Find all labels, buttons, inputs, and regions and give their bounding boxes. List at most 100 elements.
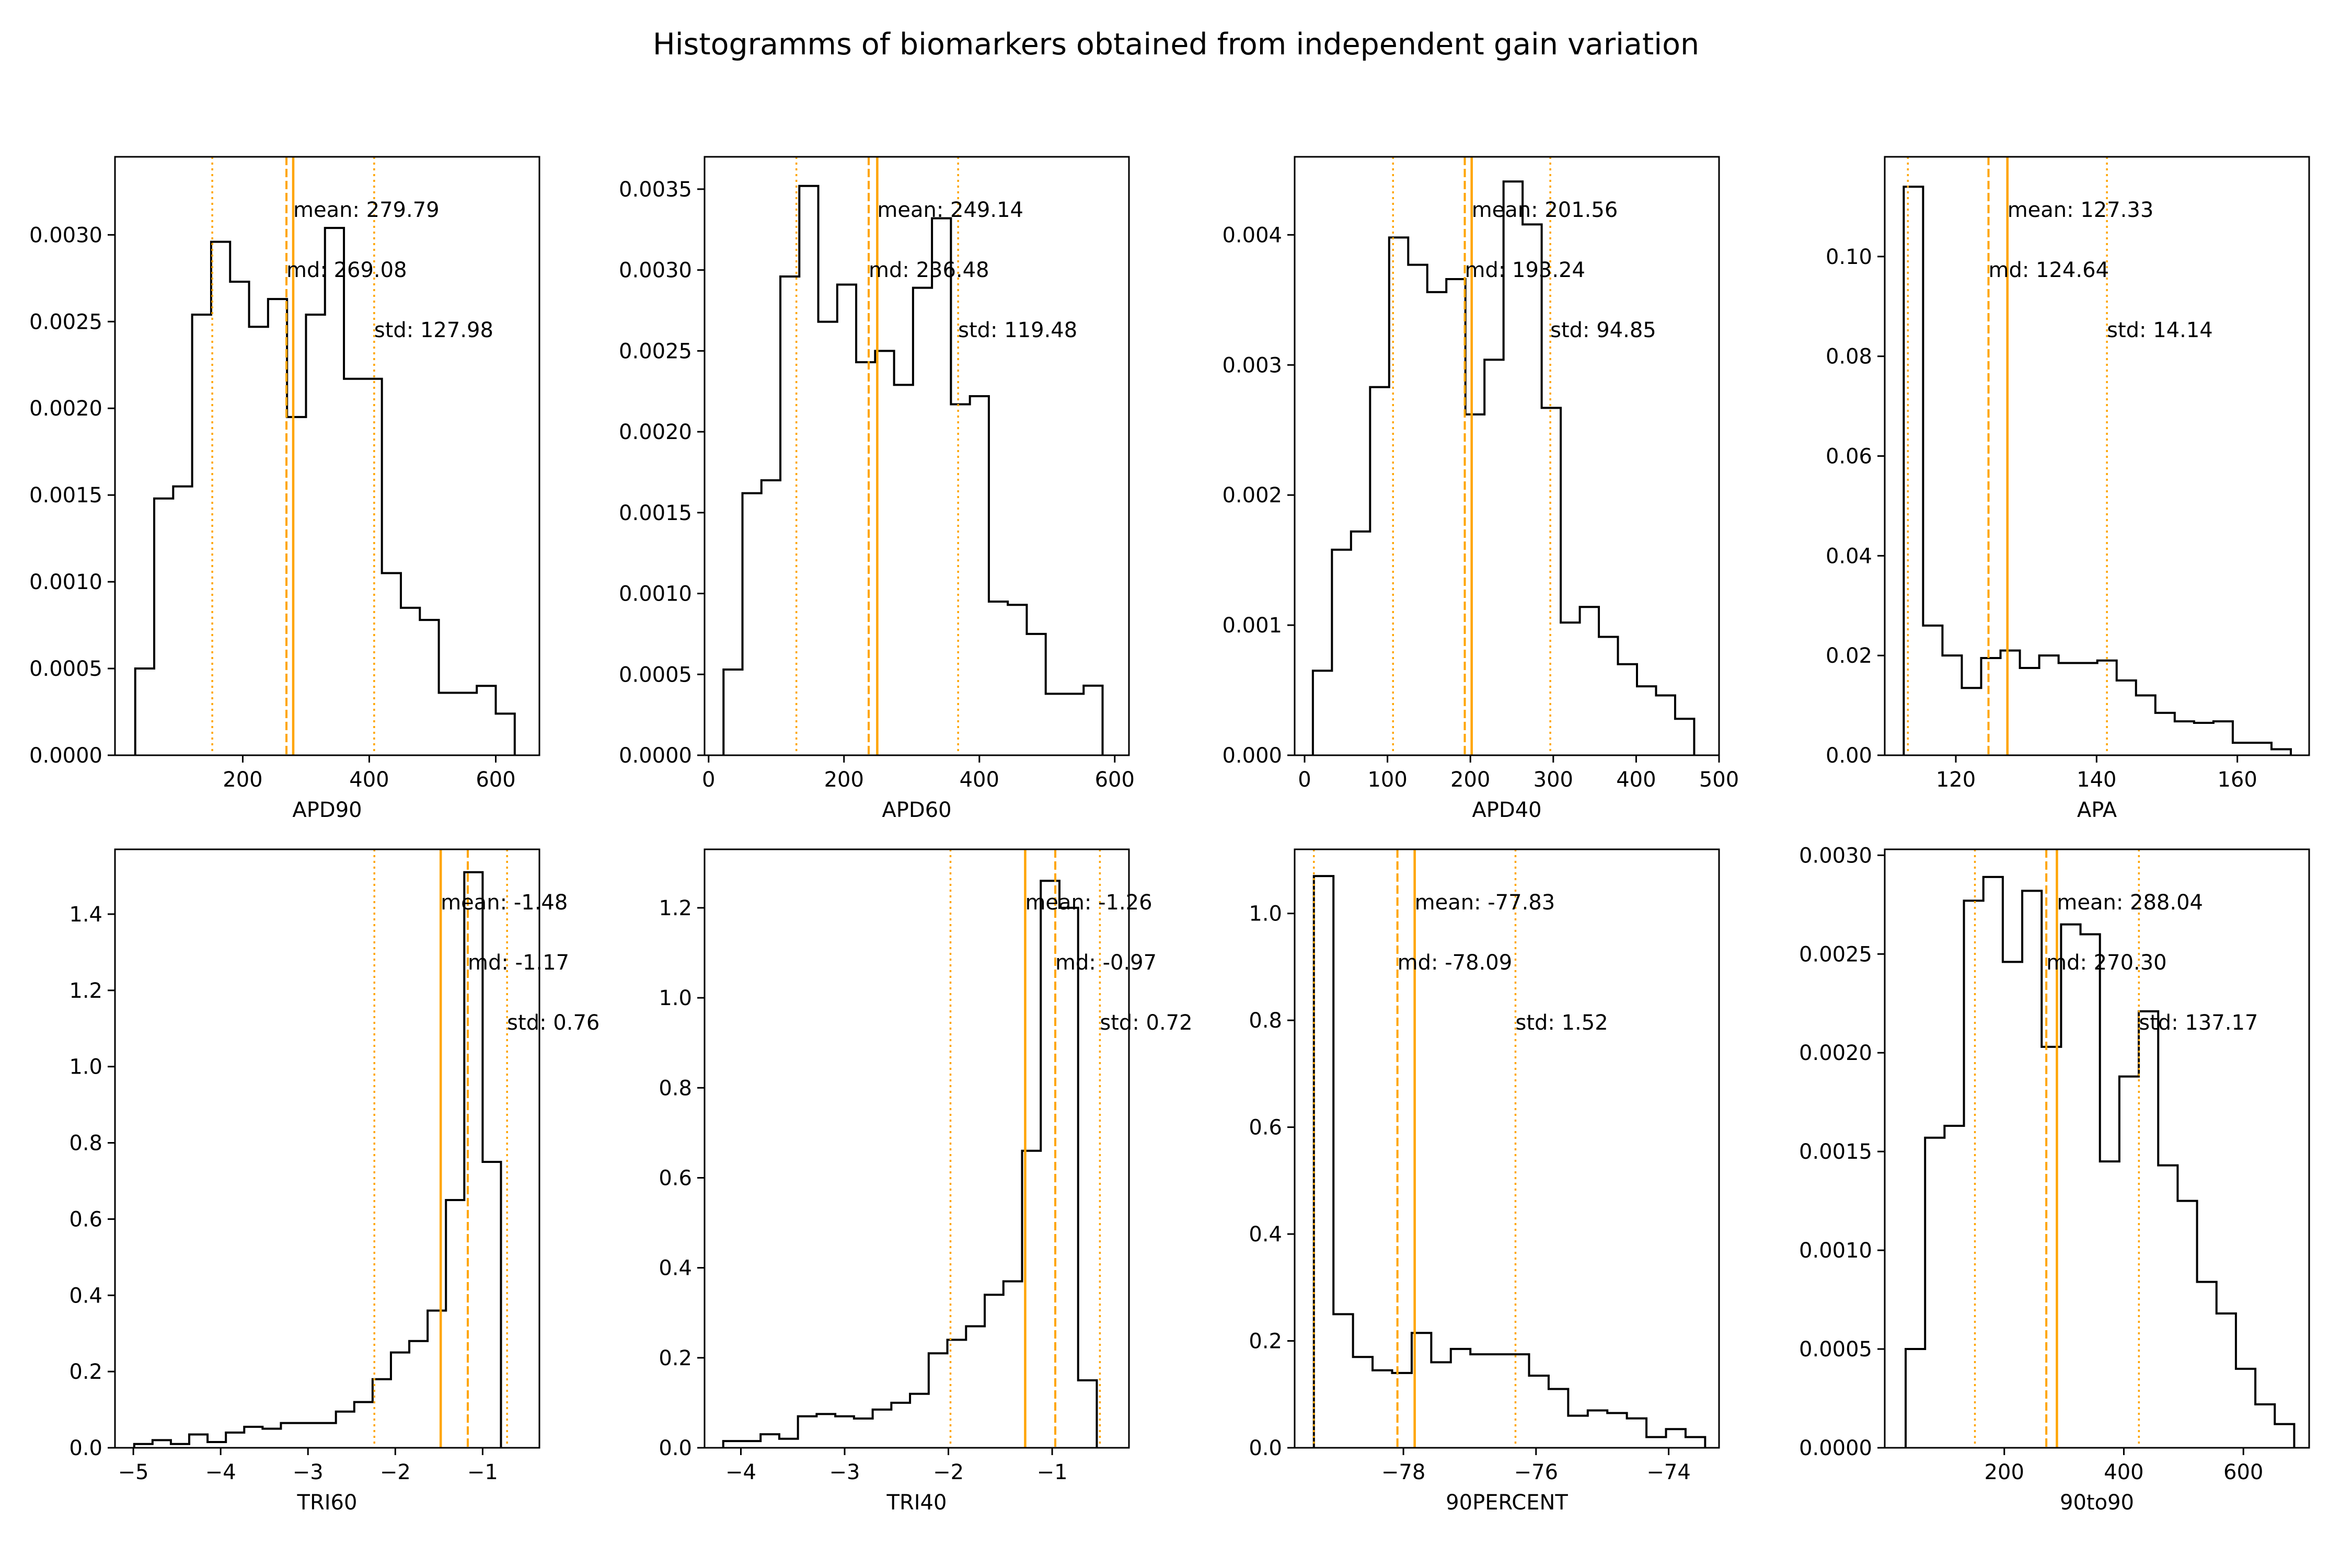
histogram-panel-APD90: 200 400 600 0.0000 0.0005 0.0010 0.0015 0.0020 0… [29, 156, 540, 822]
axes-frame [1884, 848, 2310, 1449]
x-tick-label: −3 [829, 1460, 860, 1484]
y-tick-label: 0.0010 [619, 582, 692, 606]
std-annotation: std: 94.85 [1550, 318, 1656, 342]
x-axis-label: APD40 [1472, 798, 1541, 822]
x-tick-label: 600 [2223, 1460, 2263, 1484]
histogram-bars [1905, 875, 2296, 1448]
axes-frame [1294, 848, 1720, 1449]
std-annotation: std: 0.72 [1100, 1011, 1192, 1035]
x-tick-label: −4 [725, 1460, 756, 1484]
axes-frame [114, 848, 540, 1449]
histogram-panel-90PERCENT: −78 −76 −74 0.0 0.2 0.4 0.6 0.8 1.0 90PERCENT mean… [1249, 848, 1720, 1515]
y-tick-label: 0.0020 [1799, 1041, 1872, 1065]
y-tick-label: 0.6 [69, 1207, 102, 1231]
x-tick-label: 400 [349, 768, 389, 792]
y-tick-label: 0.0 [69, 1436, 102, 1460]
x-axis-label: APD60 [882, 798, 951, 822]
y-tick-label: 0.4 [1249, 1223, 1282, 1247]
histogram-bars [1311, 180, 1696, 755]
x-axis-label: APD90 [292, 798, 362, 822]
histogram-panel-APD60: 0 200 400 600 0.0000 0.0005 0.0010 0.0015 0.0020… [619, 156, 1135, 822]
x-tick-label: −1 [467, 1460, 498, 1484]
x-tick-label: 200 [1985, 1460, 2024, 1484]
x-tick-label: −2 [933, 1460, 964, 1484]
y-tick-label: 0.6 [1249, 1116, 1282, 1140]
std-annotation: std: 0.76 [507, 1011, 599, 1035]
histogram-bars [722, 880, 1098, 1448]
median-annotation: md: 269.08 [286, 258, 407, 282]
y-tick-label: 0.0015 [29, 483, 102, 508]
y-tick-label: 0.0 [1249, 1436, 1282, 1460]
histogram-bars [722, 185, 1104, 755]
figure-title: Histogramms of biomarkers obtained from … [652, 27, 1700, 62]
x-axis-label: 90PERCENT [1446, 1491, 1568, 1515]
y-tick-label: 0.08 [1826, 345, 1872, 369]
y-tick-label: 0.0005 [29, 657, 102, 681]
y-tick-label: 0.0035 [619, 178, 692, 202]
mean-annotation: mean: -77.83 [1415, 891, 1555, 915]
y-tick-label: 0.4 [659, 1256, 692, 1281]
y-tick-label: 1.0 [69, 1055, 102, 1079]
x-tick-label: 500 [1699, 768, 1739, 792]
mean-annotation: mean: 249.14 [877, 198, 1023, 222]
median-annotation: md: 124.64 [1988, 258, 2109, 282]
x-tick-label: 200 [1450, 768, 1490, 792]
x-tick-label: −3 [293, 1460, 324, 1484]
x-tick-label: 400 [1616, 768, 1656, 792]
y-tick-label: 0.0025 [619, 339, 692, 363]
axes-frame [1884, 156, 2310, 756]
mean-annotation: mean: 279.79 [293, 198, 440, 222]
y-tick-label: 0.0015 [619, 501, 692, 525]
y-tick-label: 0.0010 [29, 570, 102, 594]
y-tick-label: 0.0000 [29, 744, 102, 768]
x-tick-label: 140 [2077, 768, 2116, 792]
y-tick-label: 0.10 [1826, 245, 1872, 269]
histogram-bars [1312, 875, 1707, 1448]
mean-annotation: mean: -1.48 [441, 891, 568, 915]
histogram-panel-TRI40: −4 −3 −2 −1 0.0 0.2 0.4 0.6 0.8 1.0 1.2 TRI40 mean: … [659, 848, 1193, 1515]
x-axis-label: TRI40 [886, 1491, 947, 1515]
y-tick-label: 0.0030 [1799, 844, 1872, 868]
x-tick-label: −78 [1381, 1460, 1425, 1484]
x-axis-label: 90to90 [2060, 1491, 2134, 1515]
x-tick-label: −4 [205, 1460, 236, 1484]
y-tick-label: 0.0025 [29, 310, 102, 334]
x-tick-label: 600 [1095, 768, 1135, 792]
y-tick-label: 0.003 [1222, 353, 1282, 377]
median-annotation: md: 236.48 [869, 258, 989, 282]
histogram-panel-TRI60: −5 −4 −3 −2 −1 0.0 0.2 0.4 0.6 0.8 1.0 1.2 1.4 TRI60 m… [69, 848, 599, 1515]
std-annotation: std: 1.52 [1515, 1011, 1608, 1035]
axes-frame [704, 156, 1130, 756]
y-tick-label: 0.0000 [619, 744, 692, 768]
std-annotation: std: 14.14 [2107, 318, 2213, 342]
x-tick-label: −1 [1037, 1460, 1068, 1484]
y-tick-label: 1.2 [659, 896, 692, 920]
median-annotation: md: 193.24 [1465, 258, 1585, 282]
std-annotation: std: 127.98 [374, 318, 493, 342]
x-axis-label: TRI60 [297, 1491, 358, 1515]
x-tick-label: 400 [960, 768, 999, 792]
y-tick-label: 0.8 [659, 1076, 692, 1100]
y-tick-label: 0.002 [1222, 483, 1282, 508]
y-tick-label: 0.0030 [29, 223, 102, 247]
y-tick-label: 0.8 [1249, 1009, 1282, 1033]
x-tick-label: −2 [380, 1460, 411, 1484]
y-tick-label: 0.2 [659, 1346, 692, 1370]
y-tick-label: 0.0010 [1799, 1239, 1872, 1263]
histogram-panel-90to90: 200 400 600 0.0000 0.0005 0.0010 0.0015 0.0020 0… [1799, 844, 2310, 1515]
y-tick-label: 0.0030 [619, 259, 692, 283]
y-tick-label: 0.04 [1826, 544, 1872, 568]
y-tick-label: 0.0015 [1799, 1140, 1872, 1164]
x-tick-label: −74 [1646, 1460, 1690, 1484]
y-tick-label: 0.4 [69, 1284, 102, 1308]
histogram-bars [1903, 186, 2292, 755]
histogram-bars [133, 871, 502, 1448]
y-tick-label: 0.8 [69, 1132, 102, 1156]
y-tick-label: 1.0 [659, 986, 692, 1010]
std-annotation: std: 137.17 [2139, 1011, 2258, 1035]
y-tick-label: 0.2 [69, 1360, 102, 1384]
mean-annotation: mean: 127.33 [2008, 198, 2154, 222]
x-tick-label: −76 [1514, 1460, 1558, 1484]
